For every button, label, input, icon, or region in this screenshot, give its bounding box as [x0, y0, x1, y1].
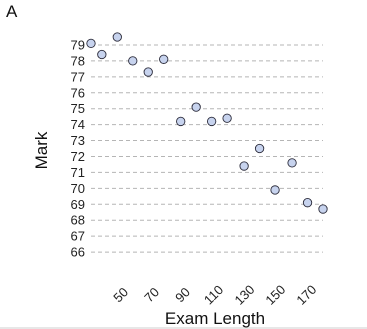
x-tick-label: 70: [141, 284, 162, 305]
y-tick-label: 75: [71, 101, 85, 116]
x-tick-label: 110: [201, 282, 226, 307]
data-point: [143, 67, 153, 77]
data-point: [318, 204, 328, 214]
grid-lines: [91, 44, 323, 253]
x-tick-label: 50: [110, 284, 131, 305]
y-tick-label: 78: [71, 53, 85, 68]
data-point: [191, 102, 201, 112]
data-point: [159, 54, 169, 64]
data-point: [287, 158, 297, 168]
y-tick-label: 72: [71, 149, 85, 164]
data-point: [302, 198, 313, 208]
y-tick-label: 74: [71, 117, 85, 132]
y-axis-title: Mark: [32, 131, 51, 169]
x-axis-title: Exam Length: [165, 309, 265, 328]
y-tick-label: 76: [71, 85, 85, 100]
data-point: [176, 116, 186, 127]
x-tick-labels: 50 70 90 110 130 150 170: [110, 282, 319, 308]
y-tick-label: 68: [71, 213, 85, 228]
data-point: [254, 143, 265, 154]
x-tick-label: 170: [293, 282, 319, 308]
data-point: [112, 32, 122, 42]
data-point: [222, 113, 232, 123]
y-tick-label: 79: [71, 37, 85, 52]
x-tick-label: 150: [262, 282, 288, 308]
y-tick-label: 77: [71, 69, 85, 84]
y-tick-label: 73: [71, 133, 85, 148]
x-tick-label: 90: [172, 284, 193, 305]
panel-label: A: [6, 2, 18, 21]
data-points: [86, 32, 328, 214]
y-tick-label: 69: [71, 197, 85, 212]
data-point: [270, 185, 280, 195]
x-tick-label: 130: [232, 282, 258, 308]
data-point: [239, 161, 249, 171]
y-tick-label: 71: [71, 165, 85, 180]
y-tick-label: 66: [71, 245, 85, 260]
y-tick-label: 70: [71, 181, 85, 196]
data-point: [128, 56, 138, 66]
y-tick-label: 67: [71, 229, 85, 244]
data-point: [97, 49, 107, 60]
data-point: [86, 38, 96, 49]
data-point: [206, 116, 217, 127]
